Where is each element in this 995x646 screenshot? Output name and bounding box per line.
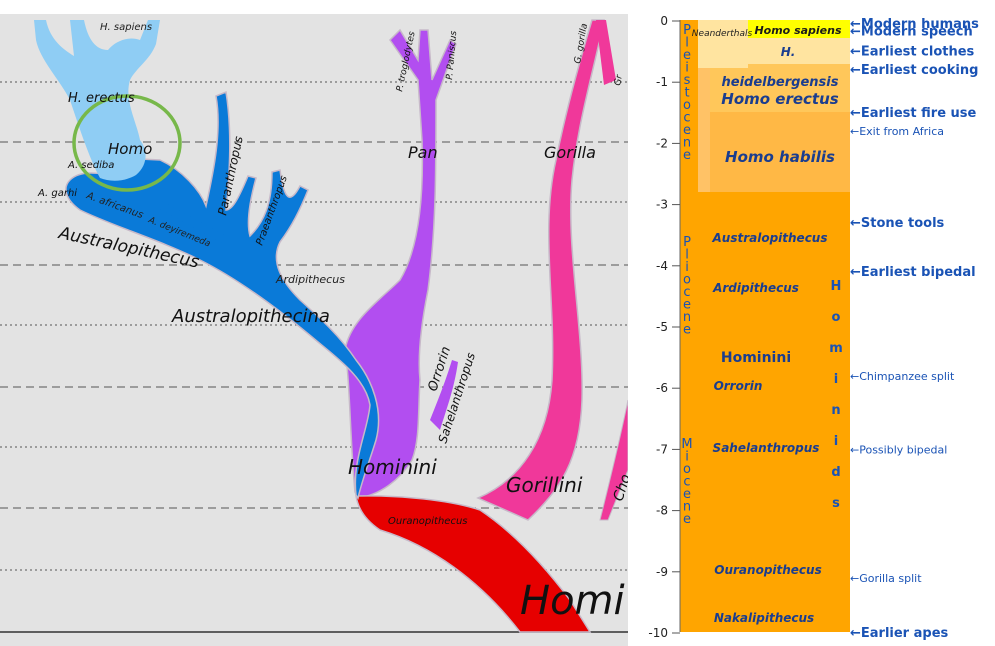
homo-habilis-zone (710, 112, 850, 192)
h-zone (740, 38, 850, 64)
taxon-ouranopithecus: Ouranopithecus (714, 563, 821, 577)
label-australopithecina: Australopithecina (171, 306, 330, 327)
label-p-paniscus: P. Paniscus (445, 30, 459, 80)
label-h-erectus: H. erectus (68, 91, 135, 106)
tree-top-margin (0, 0, 628, 14)
axis-tick-label: -1 (656, 75, 668, 89)
axis-tick-label: -5 (656, 320, 668, 334)
label-gorilla: Gorilla (544, 143, 596, 162)
event-earliest-bipedal: ←Earliest bipedal (850, 265, 976, 280)
cho-branch (599, 399, 628, 521)
taxon-h: H. (781, 45, 796, 59)
label-a-sediba: A. sediba (67, 160, 114, 171)
homo-highlight-circle (72, 94, 182, 192)
label-pan: Pan (408, 143, 438, 162)
event-earliest-cooking: ←Earliest cooking (850, 63, 978, 78)
axis-tick-label: -10 (648, 626, 668, 640)
homo-erectus-zone (710, 62, 850, 112)
taxon-homo-erectus: Homo erectus (721, 90, 839, 108)
label-ardipithecus: Ardipithecus (275, 273, 345, 286)
hominid-phylogeny-tree: H. sapiens H. erectus Homo A. sediba A. … (0, 0, 628, 646)
event-modern-humans: ←Modern humans (850, 17, 979, 32)
gorilla-sub-branch (596, 20, 616, 85)
event-chimpanzee-split: ←Chimpanzee split (850, 370, 955, 383)
neanderthals-zone (698, 20, 748, 68)
taxon-australopithecus: Australopithecus (711, 231, 827, 245)
hominini-root-branch (355, 495, 592, 633)
label-a-garhi: A. garhi (37, 188, 77, 199)
australopithecina-branch (65, 90, 380, 500)
sahelanthropus-stub (430, 360, 458, 430)
taxon-heidelbergensis: heidelbergensis (722, 75, 839, 90)
homo-sapiens-zone (748, 20, 850, 38)
axis-tick-label: -3 (656, 198, 668, 212)
axis-tick-label: -9 (656, 565, 668, 579)
timeline-events: ←Modern humans←Modern speech ←Earliest cl… (850, 17, 979, 641)
label-ouranopithecus: Ouranopithecus (388, 516, 468, 527)
label-gr: Gr (613, 73, 625, 87)
taxon-hominini: Hominini (721, 350, 791, 366)
taxon-orrorin: Orrorin (714, 379, 763, 393)
event-gorilla-split: ←Gorilla split (850, 572, 922, 585)
taxon-sahelanthropus: Sahelanthropus (713, 441, 820, 455)
taxon-nakalipithecus: Nakalipithecus (714, 611, 814, 625)
axis-tick-label: -4 (656, 259, 668, 273)
label-homi: Homi (520, 578, 625, 624)
taxon-neanderthals: Neanderthals (692, 29, 753, 39)
event-exit-from-africa: ←Exit from Africa (850, 125, 944, 138)
a-deyiremeda-twig (158, 200, 226, 244)
axis-tick-label: -8 (656, 504, 668, 518)
axis-tick-label: -6 (656, 381, 668, 395)
taxon-ardipithecus: Ardipithecus (712, 281, 799, 295)
taxon-homo-sapiens: Homo sapiens (754, 24, 842, 37)
event-earliest-fire-use: ←Earliest fire use (850, 106, 977, 121)
event-stone-tools: ←Stone tools (850, 216, 945, 231)
event-earlier-apes: ←Earlier apes (850, 626, 949, 641)
pan-branch (344, 28, 457, 499)
taxon-homo-habilis: Homo habilis (725, 148, 835, 166)
label-gorillini: Gorillini (506, 473, 583, 497)
axis-tick-label: -2 (656, 136, 668, 150)
label-h-sapiens: H. sapiens (100, 22, 152, 33)
label-hominini: Hominini (348, 455, 437, 479)
label-homo: Homo (108, 140, 152, 158)
event-earliest-clothes: ←Earliest clothes (850, 45, 975, 60)
event-possibly-bipedal: ←Possibly bipedal (850, 443, 947, 456)
homo-branch (34, 20, 160, 181)
axis-tick-label: 0 (660, 14, 668, 28)
event-modern-speech: ←Modern speech (850, 24, 973, 39)
timeline-axis-ticks: 0 -1 -2 -3 -4 -5 -6 -7 -8 -9 -10 (648, 14, 680, 640)
axis-tick-label: -7 (656, 442, 668, 456)
